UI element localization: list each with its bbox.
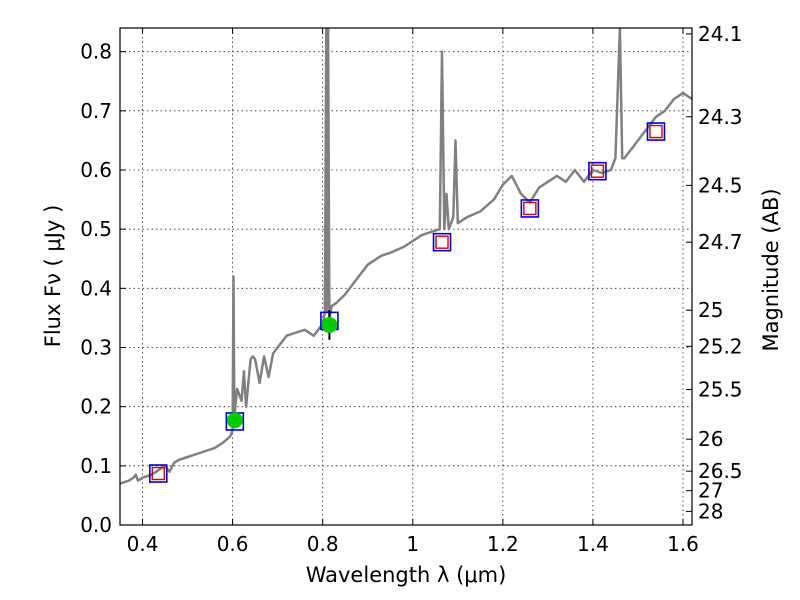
y2-tick-label: 26.5 <box>698 459 743 483</box>
model-photometry-red-box <box>590 164 605 178</box>
y2-tick-label: 27 <box>698 479 723 503</box>
model-photometry-box <box>646 122 666 141</box>
grid <box>120 28 692 526</box>
model-photometry-red-box <box>523 201 537 216</box>
observed-point <box>321 317 338 334</box>
model-photometry-box <box>148 464 168 483</box>
y2-tick-label: 24.1 <box>698 22 743 46</box>
x-tick-label: 1 <box>406 532 419 556</box>
y2-tick-label: 24.5 <box>698 173 743 197</box>
x-tick-label: 0.8 <box>307 532 339 556</box>
y2-tick-label: 25 <box>698 298 723 322</box>
x-axis-ticks: 0.4 0.6 0.8 1 1.2 1.4 1.6 <box>127 28 699 556</box>
y-tick-label: 0.3 <box>80 336 112 360</box>
y-tick-label: 0.8 <box>80 40 112 64</box>
y2-tick-label: 28 <box>698 499 723 523</box>
y2-axis-label: Magnitude (AB) <box>759 188 783 351</box>
y-tick-label: 0.6 <box>80 158 112 182</box>
y2-tick-label: 26 <box>698 427 723 451</box>
y-tick-label: 0.2 <box>80 395 112 419</box>
x-axis-label: Wavelength λ (μm) <box>306 563 507 587</box>
model-spectrum-line <box>120 28 692 485</box>
model-photometry-red-box <box>435 235 449 249</box>
plot-area <box>120 28 692 485</box>
y2-tick-label: 24.7 <box>698 230 743 254</box>
x-tick-label: 1.2 <box>487 532 519 556</box>
x-tick-label: 1.4 <box>577 532 609 556</box>
y2-tick-label: 25.2 <box>698 334 743 358</box>
model-photometry-box <box>520 199 540 218</box>
model-photometry-red-box <box>151 466 165 481</box>
plot-frame <box>119 27 693 526</box>
photometry-markers <box>148 122 666 483</box>
y-tick-label: 0.1 <box>80 454 112 478</box>
x-tick-label: 1.6 <box>667 532 699 556</box>
y-axis-label: Flux Fν ( μJy ) <box>41 205 65 348</box>
observed-point <box>226 412 243 429</box>
model-photometry-red-box <box>649 124 663 139</box>
y-tick-label: 0.4 <box>80 276 112 300</box>
model-photometry-box <box>588 161 607 181</box>
y-axis-ticks: 0.0 0.1 0.2 0.3 0.4 0.5 0.6 0.7 0.8 <box>80 40 126 537</box>
y-tick-label: 0.5 <box>80 217 112 241</box>
model-photometry-box <box>432 232 452 252</box>
y-tick-label: 0.0 <box>80 513 112 537</box>
y2-tick-label: 24.3 <box>698 105 743 129</box>
y-tick-label: 0.7 <box>80 99 112 123</box>
x-tick-label: 0.4 <box>127 532 159 556</box>
y2-tick-label: 25.5 <box>698 378 743 402</box>
x-tick-label: 0.6 <box>217 532 249 556</box>
